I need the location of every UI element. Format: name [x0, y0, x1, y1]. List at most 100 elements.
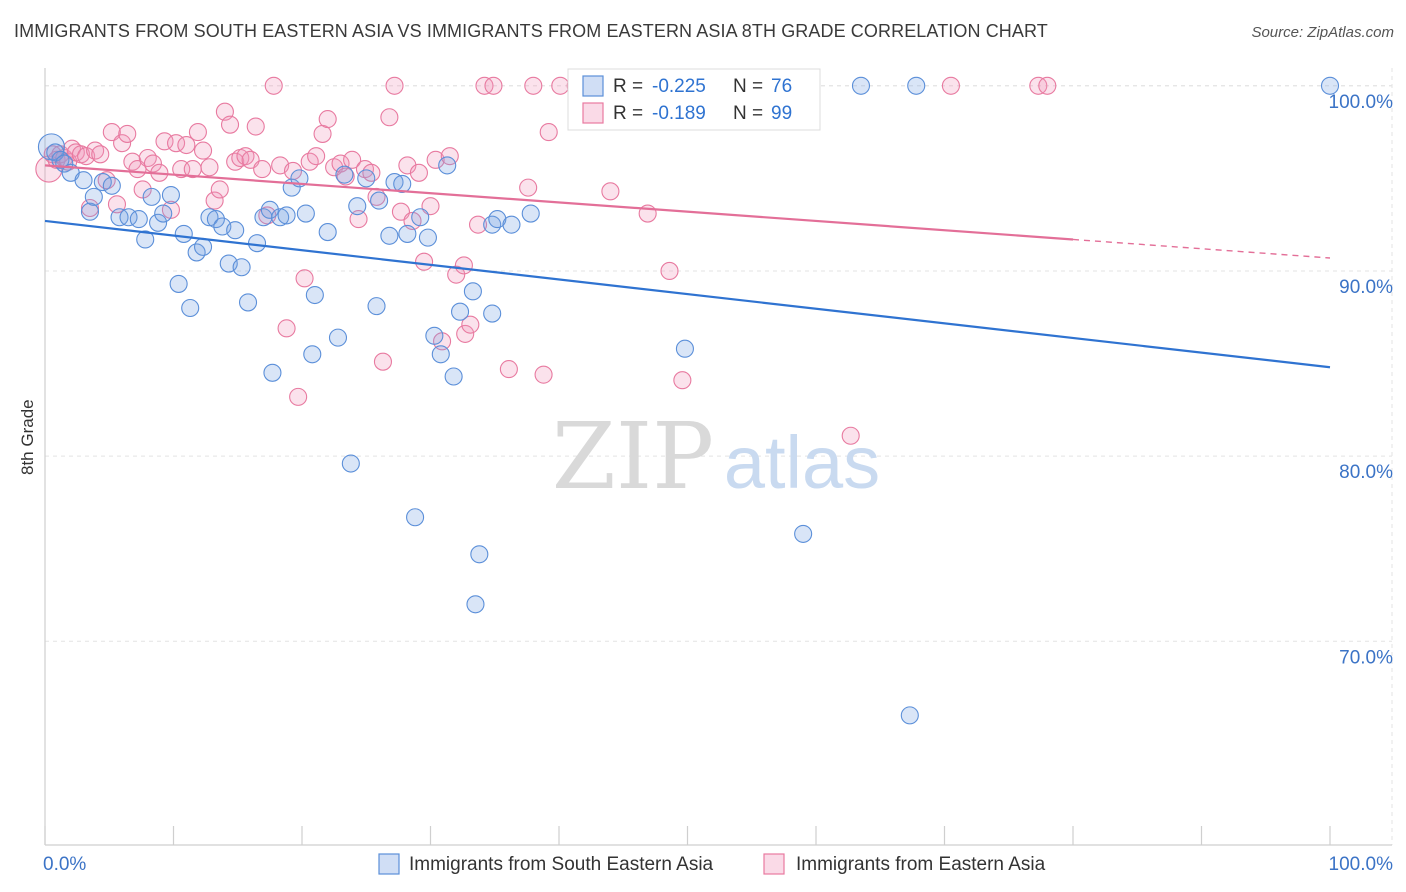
data-point-pink — [415, 252, 434, 271]
data-point-blue — [271, 208, 290, 227]
data-point-pink — [421, 197, 440, 216]
data-point-pink — [253, 160, 272, 179]
data-point-blue — [263, 363, 282, 382]
data-point-blue — [149, 213, 168, 232]
data-point-pink — [409, 163, 428, 182]
data-point-pink — [454, 256, 473, 275]
axes — [44, 68, 1392, 846]
data-point-blue — [488, 210, 507, 229]
data-point-pink — [277, 319, 296, 338]
data-point-blue — [1320, 76, 1340, 95]
data-point-pink — [1038, 76, 1057, 95]
data-point-pink — [307, 147, 326, 166]
data-point-pink — [499, 360, 518, 379]
source-note: Source: ZipAtlas.com — [1251, 24, 1394, 41]
data-point-pink — [289, 387, 308, 406]
data-point-pink — [102, 123, 121, 142]
legend-swatch-blue — [582, 75, 604, 97]
data-point-blue — [398, 224, 417, 243]
data-point-blue — [357, 169, 376, 188]
data-point-pink — [534, 365, 553, 384]
data-point-pink — [177, 135, 196, 155]
data-point-pink — [188, 123, 207, 142]
data-point-blue — [851, 76, 871, 95]
data-point-blue — [305, 285, 324, 305]
data-point-blue — [425, 326, 444, 345]
y-tick-label: 90.0% — [1339, 277, 1393, 298]
data-point-pink — [519, 178, 538, 197]
data-point-blue — [900, 706, 919, 725]
data-point-blue — [142, 187, 161, 206]
data-point-pink — [118, 124, 137, 143]
data-point-pink — [551, 76, 570, 95]
data-point-blue — [431, 345, 450, 364]
data-point-blue — [277, 206, 296, 225]
data-point-pink — [343, 150, 362, 169]
x-tick-label: 100.0% — [1329, 854, 1394, 875]
data-point-blue — [380, 226, 399, 245]
data-point-pink — [601, 182, 620, 201]
data-point-blue — [466, 595, 485, 614]
legend-swatch-pink — [582, 102, 604, 124]
data-point-pink — [841, 426, 860, 445]
gridlines — [45, 68, 1393, 845]
watermark-zip: ZIP — [552, 403, 714, 510]
legend-series-swatch-pink — [763, 853, 785, 875]
data-point-pink — [461, 315, 480, 334]
data-point-blue — [74, 171, 93, 190]
data-point-pink — [138, 148, 157, 168]
data-point-pink — [220, 115, 240, 134]
data-point-pink — [200, 158, 219, 177]
data-point-blue — [335, 165, 354, 184]
legend-series: Immigrants from South Eastern Asia Immig… — [378, 853, 1046, 875]
data-point-blue — [303, 345, 322, 364]
legend-n-value-1: 76 — [771, 76, 792, 97]
data-point-pink — [264, 76, 283, 95]
data-point-pink — [941, 76, 960, 95]
trend-line-pink — [44, 164, 1074, 241]
legend-r-value-2: -0.189 — [652, 103, 706, 124]
data-point-pink — [468, 215, 488, 234]
data-point-pink — [194, 141, 213, 160]
data-point-blue — [84, 187, 103, 206]
legend-r-value-1: -0.225 — [652, 76, 706, 97]
data-point-blue — [154, 204, 173, 223]
y-tick-label: 80.0% — [1339, 462, 1393, 483]
data-point-pink — [484, 76, 503, 95]
legend-r-label-1: R = — [613, 76, 643, 97]
data-point-blue — [393, 174, 412, 193]
data-point-blue — [136, 230, 155, 249]
data-point-blue — [328, 328, 348, 347]
data-point-pink — [524, 76, 543, 95]
data-point-blue — [348, 197, 367, 216]
data-point-pink — [447, 265, 466, 284]
data-point-blue — [483, 304, 502, 323]
data-point-blue — [238, 293, 258, 312]
legend-n-label-2: N = — [733, 103, 763, 124]
data-point-blue — [367, 297, 386, 316]
data-point-blue — [794, 524, 813, 543]
data-points — [35, 76, 1340, 725]
data-point-pink — [113, 134, 132, 153]
legend-stats: R = -0.225 N = 76 R = -0.189 N = 99 — [567, 68, 821, 131]
data-point-pink — [205, 191, 224, 210]
data-point-pink — [143, 154, 162, 173]
data-point-pink — [426, 150, 445, 169]
data-point-blue — [411, 208, 430, 227]
data-point-blue — [406, 508, 425, 527]
data-point-blue — [296, 204, 315, 223]
tick-labels: 70.0% 80.0% 90.0% 100.0% 0.0% 100.0% — [43, 92, 1393, 875]
data-point-blue — [318, 223, 337, 242]
data-point-blue — [451, 302, 470, 321]
chart-title: IMMIGRANTS FROM SOUTH EASTERN ASIA VS IM… — [14, 21, 1048, 41]
data-point-blue — [502, 215, 521, 234]
data-point-pink — [155, 132, 174, 151]
data-point-pink — [349, 210, 368, 229]
legend-series-swatch-blue — [378, 853, 400, 875]
data-point-blue — [169, 274, 188, 293]
data-point-pink — [456, 324, 475, 343]
data-point-pink — [318, 110, 337, 129]
data-point-pink — [539, 123, 558, 142]
data-point-blue — [232, 258, 251, 277]
